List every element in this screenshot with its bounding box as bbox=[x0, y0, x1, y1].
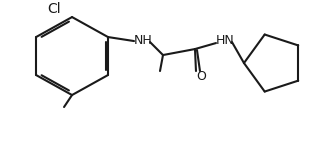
Text: Cl: Cl bbox=[47, 2, 61, 16]
Text: HN: HN bbox=[216, 33, 234, 46]
Text: O: O bbox=[196, 70, 206, 82]
Text: NH: NH bbox=[134, 33, 152, 46]
